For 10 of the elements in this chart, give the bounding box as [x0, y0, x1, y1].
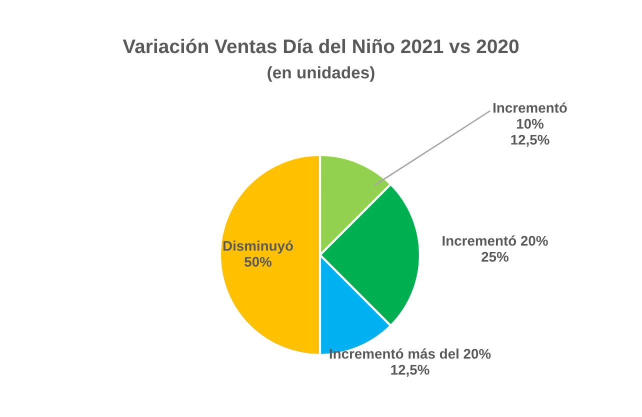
data-label: 12,5% [391, 364, 430, 377]
data-label: 12,5% [511, 134, 550, 147]
chart-title: Variación Ventas Día del Niño 2021 vs 2020 [122, 38, 519, 54]
slice-label: Incrementó más del 20% [330, 348, 491, 359]
data-label: 25% [482, 252, 509, 262]
slice-label: Incrementó 20% [442, 235, 548, 246]
slice-label: Incrementó 10% [494, 102, 567, 129]
chart-subtitle: (en unidades) [268, 66, 374, 82]
slice-label: Disminuyó [223, 240, 293, 254]
data-label: 50% [244, 256, 272, 267]
